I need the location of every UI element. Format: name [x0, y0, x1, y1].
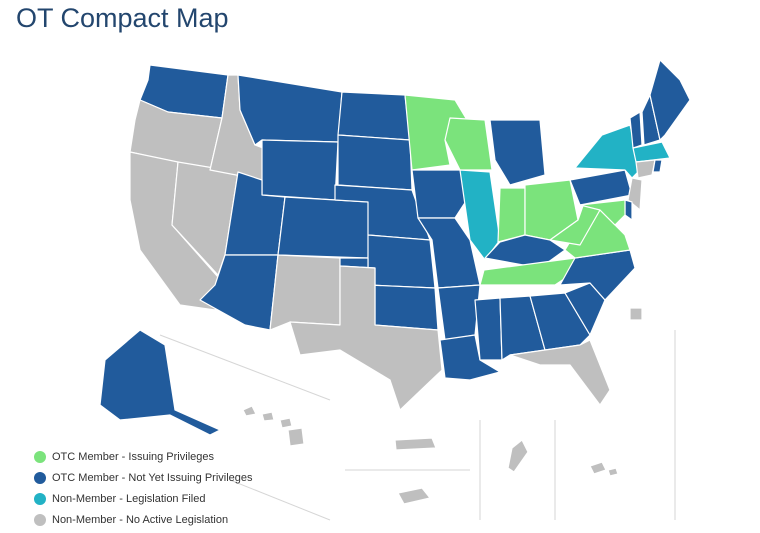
legend-swatch [34, 514, 46, 526]
state-mt [237, 74, 343, 146]
state-ks [367, 234, 436, 289]
state-ms [474, 297, 503, 361]
state-tx [289, 265, 443, 411]
state-hi-1 [242, 405, 257, 417]
state-ak [99, 329, 221, 436]
legend: OTC Member - Issuing Privileges OTC Membe… [34, 451, 253, 526]
state-wy [261, 139, 339, 201]
state-nd [337, 91, 411, 141]
states [99, 59, 691, 505]
legend-label: Non-Member - No Active Legislation [52, 514, 228, 526]
state-mi [489, 119, 546, 186]
territory-gu [507, 439, 529, 473]
state-ny [574, 124, 641, 179]
state-fl [509, 339, 611, 406]
state-de [624, 199, 633, 221]
legend-label: OTC Member - Not Yet Issuing Privileges [52, 472, 253, 484]
territory-vi [589, 461, 607, 475]
state-ga [529, 292, 591, 351]
state-ar [437, 284, 481, 341]
state-ct [635, 159, 656, 179]
map-title: OT Compact Map [16, 3, 229, 33]
state-ia [411, 169, 471, 219]
territory-vi-2 [607, 467, 619, 477]
territory-pr [394, 437, 437, 451]
state-md [579, 199, 626, 226]
state-in [497, 187, 526, 243]
state-dc [629, 307, 643, 321]
state-ma [632, 141, 671, 163]
legend-swatch [34, 451, 46, 463]
legend-label: OTC Member - Issuing Privileges [52, 451, 214, 463]
legend-label: Non-Member - Legislation Filed [52, 493, 205, 505]
state-hi-2 [261, 411, 275, 422]
state-vt [629, 111, 643, 149]
state-hi-3 [279, 417, 293, 429]
separator [229, 479, 331, 521]
legend-swatch [34, 472, 46, 484]
state-nm [269, 254, 341, 331]
state-la [439, 334, 501, 381]
state-me [649, 59, 691, 141]
separator [159, 334, 331, 401]
territory-pr-2 [397, 487, 431, 505]
state-hi-4 [287, 427, 305, 447]
state-co [277, 196, 371, 259]
state-sd [337, 134, 413, 191]
legend-swatch [34, 493, 46, 505]
state-ri [652, 159, 663, 173]
separators [159, 330, 676, 521]
state-wi [444, 117, 493, 171]
